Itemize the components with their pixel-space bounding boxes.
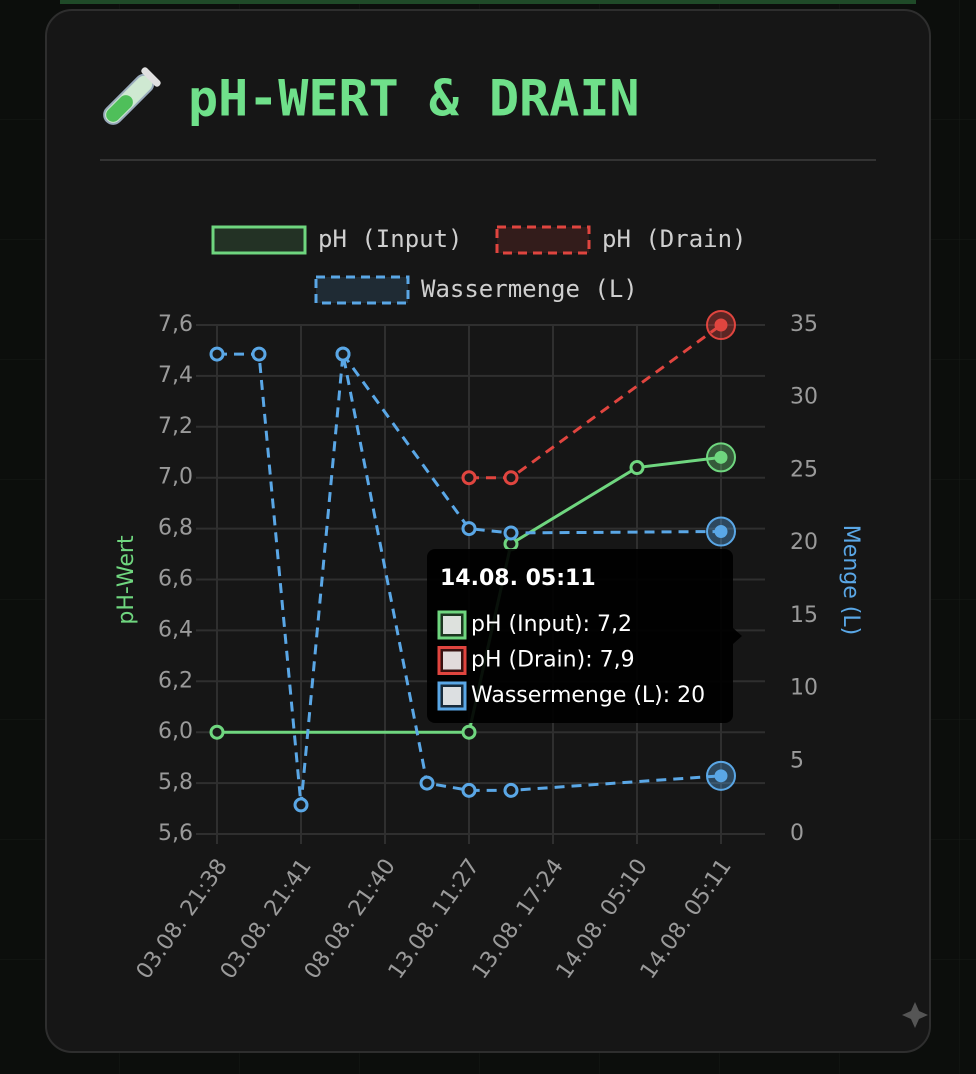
- legend-label: pH (Drain): [602, 225, 747, 253]
- point: [209, 724, 225, 740]
- point: [629, 460, 645, 476]
- legend-swatch: [495, 225, 591, 255]
- tooltip-swatch-inner: [443, 651, 461, 670]
- y2-axis-title: Menge (L): [838, 525, 863, 635]
- tooltip-item: pH (Drain): 7,9: [471, 648, 635, 673]
- y-tick-label: 7,2: [158, 414, 193, 439]
- y2-tick-label: 35: [790, 312, 818, 337]
- y2-tick-label: 30: [790, 385, 818, 410]
- card-title: pH-WERT & DRAIN: [188, 70, 640, 128]
- point: [461, 782, 477, 798]
- y-axis-title: pH-Wert: [114, 535, 139, 625]
- y2-tick-label: 15: [790, 603, 818, 628]
- point: [461, 521, 477, 537]
- y2-tick-label: 25: [790, 457, 818, 482]
- legend-label: Wassermenge (L): [421, 275, 638, 303]
- y-tick-label: 6,6: [158, 567, 193, 592]
- y-tick-label: 7,6: [158, 312, 193, 337]
- point: [714, 318, 728, 332]
- point: [293, 797, 309, 813]
- point: [335, 346, 351, 362]
- y-tick-label: 7,0: [158, 465, 193, 490]
- series-line: [341, 353, 722, 535]
- top-glow: [60, 0, 916, 4]
- tooltip-swatch-inner: [443, 687, 461, 705]
- point: [503, 525, 519, 541]
- point: [503, 470, 519, 486]
- point: [461, 724, 477, 740]
- y2-tick-label: 20: [790, 530, 818, 555]
- y-tick-label: 5,8: [158, 770, 193, 795]
- point: [503, 782, 519, 798]
- y-tick-label: 6,0: [158, 719, 193, 744]
- point: [461, 470, 477, 486]
- legend-swatch: [314, 275, 410, 305]
- point: [251, 346, 267, 362]
- tooltip-item: Wassermenge (L): 20: [471, 683, 705, 708]
- sparkle: [902, 1002, 928, 1028]
- point: [419, 775, 435, 791]
- tooltip-caret: [733, 628, 742, 644]
- point: [714, 450, 728, 464]
- y-tick-label: 5,6: [158, 821, 193, 846]
- y-tick-label: 6,8: [158, 516, 193, 541]
- y-tick-label: 6,4: [158, 617, 193, 642]
- legend-swatch: [211, 225, 307, 255]
- tooltip-item: pH (Input): 7,2: [471, 612, 632, 637]
- y2-tick-label: 0: [790, 821, 804, 846]
- point: [714, 525, 728, 539]
- test-tube-icon: [103, 67, 161, 125]
- tooltip-title: 14.08. 05:11: [440, 566, 596, 591]
- legend-label: pH (Input): [318, 225, 463, 253]
- tooltip-box: [427, 549, 733, 723]
- point: [209, 346, 225, 362]
- tooltip-swatch-inner: [443, 616, 461, 634]
- y-tick-label: 7,4: [158, 363, 193, 388]
- y2-tick-label: 5: [790, 748, 804, 773]
- point: [714, 769, 728, 783]
- y-tick-label: 6,2: [158, 668, 193, 693]
- y2-tick-label: 10: [790, 676, 818, 701]
- card: [45, 9, 931, 1053]
